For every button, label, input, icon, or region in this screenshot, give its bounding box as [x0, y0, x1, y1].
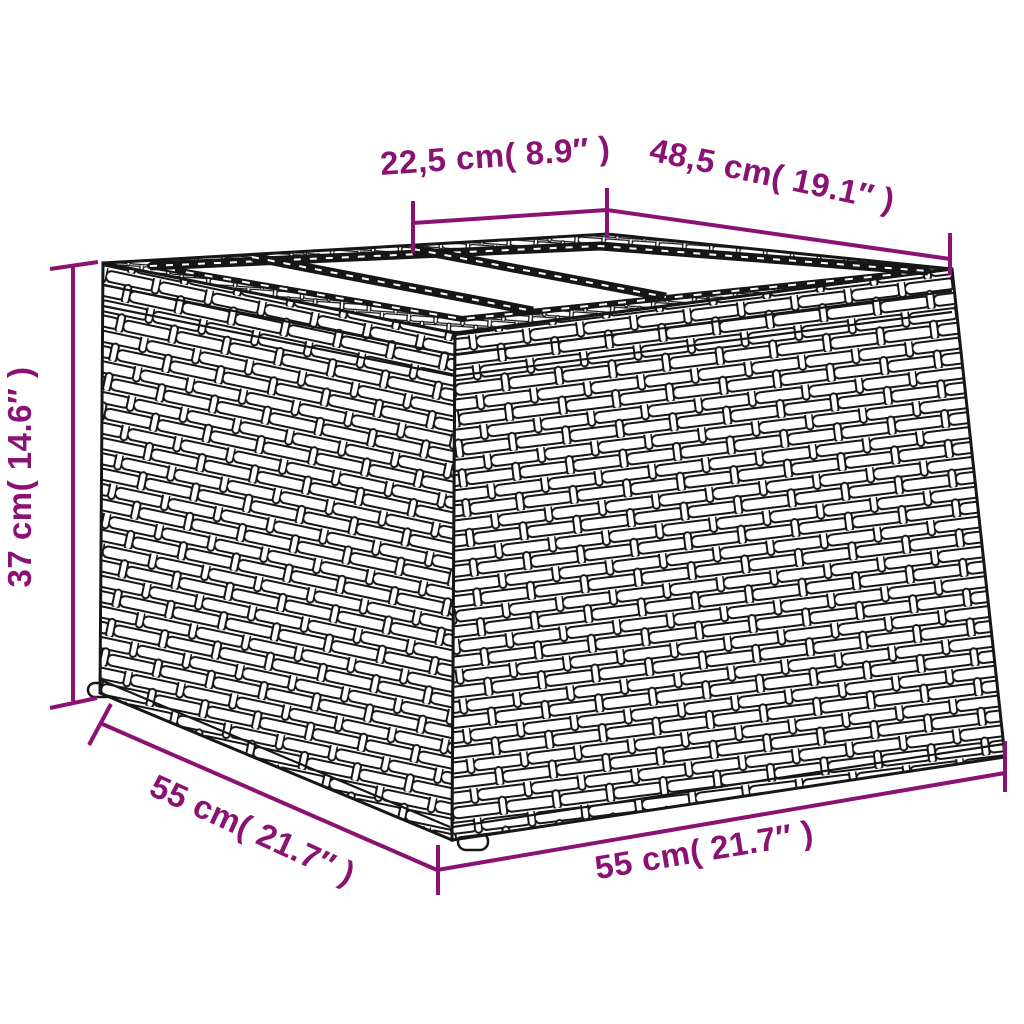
- dim-line-top-glass-length: [606, 208, 952, 275]
- glass-dividers: [251, 244, 667, 316]
- dim-line-height: [49, 260, 99, 710]
- dim-line-side-depth: [87, 703, 438, 872]
- table-right-face: [450, 267, 1007, 842]
- wicker-rim-lines: [100, 283, 1005, 829]
- dim-line-front-width: [436, 741, 1007, 872]
- glass-top-back-edge-highlight: [149, 244, 929, 272]
- dim-line-top-glass-panel: [411, 188, 609, 253]
- table-illustration: [86, 232, 1007, 852]
- dim-label-height: 37 cm( 14.6″ ): [1, 367, 38, 588]
- glass-divider: [251, 252, 534, 316]
- glass-divider-highlight: [412, 248, 667, 298]
